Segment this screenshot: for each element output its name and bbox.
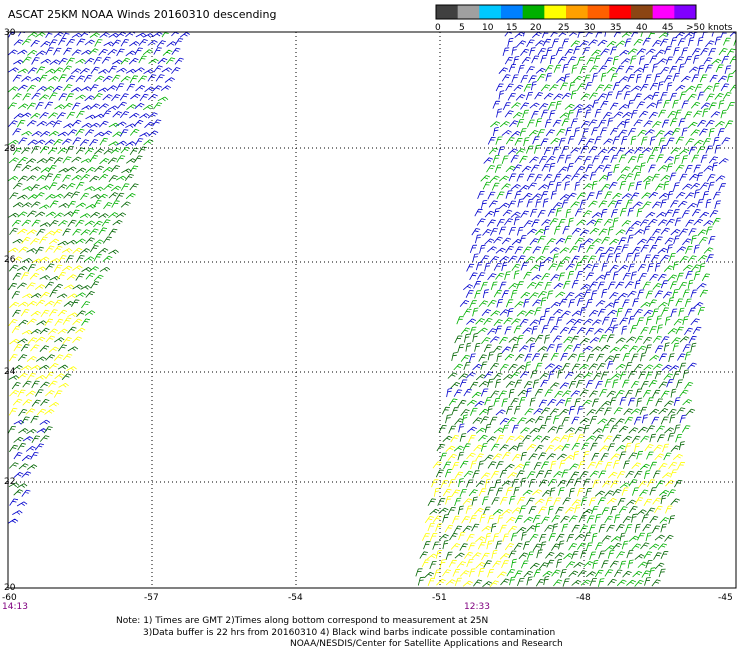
note-line-3: NOAA/NESDIS/Center for Satellite Applica…	[290, 639, 563, 649]
colorbar-swatch	[652, 5, 675, 19]
colorbar-swatch	[522, 5, 545, 19]
pass-time: 12:33	[464, 602, 490, 612]
colorbar-swatch	[631, 5, 654, 19]
colorbar-label: 25	[558, 23, 569, 33]
speed-colorbar	[435, 4, 697, 20]
longitude-label: -54	[288, 593, 303, 603]
note-line-1: Note: 1) Times are GMT 2)Times along bot…	[116, 616, 489, 626]
latitude-label: 24	[4, 367, 16, 377]
colorbar-swatch	[609, 5, 632, 19]
map-title: ASCAT 25KM NOAA Winds 20160310 descendin…	[8, 8, 277, 21]
longitude-label: -51	[432, 593, 447, 603]
colorbar-label: 15	[506, 23, 517, 33]
latitude-label: 20	[4, 583, 16, 593]
wind-barbs	[8, 32, 736, 588]
colorbar-labels: 0 5 10 15 20 25 30 35 40 45 >50 knots	[435, 23, 733, 33]
longitude-label: -48	[576, 593, 591, 603]
wind-barb-group-yellow	[8, 228, 686, 588]
colorbar-swatch	[674, 5, 697, 19]
colorbar-label: 35	[610, 23, 621, 33]
latitude-label: 28	[4, 144, 16, 154]
colorbar-label: >50 knots	[686, 23, 733, 33]
colorbar-swatch	[501, 5, 524, 19]
wind-barb-group-green	[8, 32, 736, 587]
colorbar-swatch	[587, 5, 610, 19]
colorbar-label: 40	[636, 23, 648, 33]
plot-frame	[7, 31, 737, 589]
colorbar-swatch	[479, 5, 502, 19]
colorbar-swatch	[544, 5, 567, 19]
colorbar-frame	[435, 4, 697, 20]
pass-time: 14:13	[2, 602, 28, 612]
colorbar-swatch	[457, 5, 480, 19]
pass-times: 14:13 12:33	[2, 602, 490, 612]
colorbar-label: 10	[482, 23, 494, 33]
latitude-label: 26	[4, 255, 16, 265]
colorbar-label: 0	[435, 23, 441, 33]
note-line-2: 3)Data buffer is 22 hrs from 20160310 4)…	[143, 628, 556, 638]
longitude-label: -60	[2, 593, 17, 603]
longitude-label: -45	[718, 593, 733, 603]
colorbar-label: 45	[662, 23, 673, 33]
lat-lon-grid	[8, 32, 736, 588]
longitude-label: -57	[144, 593, 159, 603]
latitude-label: 22	[4, 477, 15, 487]
colorbar-swatch	[566, 5, 589, 19]
colorbar-label: 30	[584, 23, 596, 33]
colorbar-swatch	[436, 5, 459, 19]
latitude-label: 30	[4, 28, 16, 38]
colorbar-label: 5	[459, 23, 465, 33]
wind-barb-group-blue	[8, 32, 736, 524]
latitude-labels: 30 28 26 24 22 20	[4, 28, 16, 593]
longitude-labels: -60 -57 -54 -51 -48 -45	[2, 593, 733, 603]
wind-barb-group-dark-green	[8, 146, 697, 588]
colorbar-label: 20	[530, 23, 542, 33]
